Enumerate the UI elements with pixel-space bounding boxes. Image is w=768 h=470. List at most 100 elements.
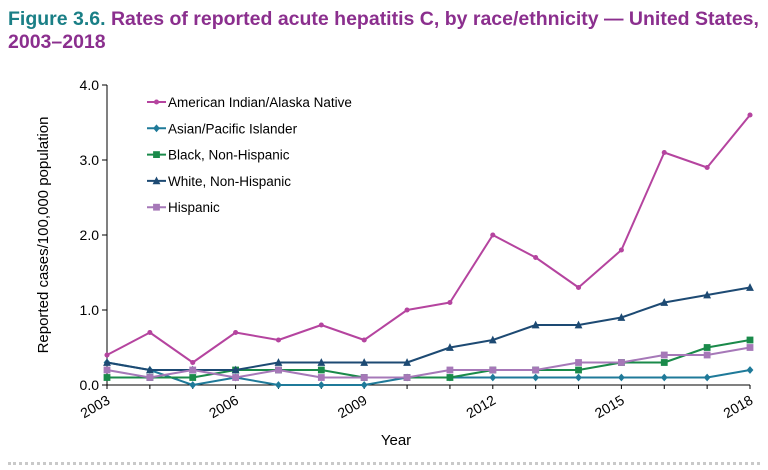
x-axis-label: Year <box>381 432 411 449</box>
data-point <box>661 149 667 156</box>
data-point <box>189 381 197 389</box>
data-point <box>660 298 669 306</box>
series-4 <box>103 344 754 381</box>
data-point <box>446 343 454 351</box>
y-axis-label: Reported cases/100,000 population <box>35 117 52 354</box>
data-point <box>746 366 754 374</box>
data-point <box>746 336 754 344</box>
x-tick-label: 2009 <box>335 392 370 422</box>
data-point <box>703 373 711 382</box>
legend-swatch-marker <box>153 99 160 105</box>
x-tick-label: 2018 <box>721 392 756 422</box>
legend-item-4: Hispanic <box>147 200 220 215</box>
y-tick-label: 1.0 <box>80 302 100 318</box>
data-point <box>103 366 111 374</box>
legend-label: Asian/Pacific Islander <box>168 121 298 136</box>
y-ticks: 0.0 1.0 2.0 3.0 4.0 <box>80 77 107 393</box>
figure-label: Figure 3.6. <box>8 8 106 30</box>
data-point <box>146 374 154 381</box>
legend-item-2: Black, Non-Hispanic <box>147 148 290 163</box>
data-point <box>317 374 325 381</box>
data-point <box>703 290 712 299</box>
data-point <box>360 358 369 366</box>
data-point <box>531 320 540 329</box>
data-point <box>317 366 325 374</box>
data-point <box>104 352 110 358</box>
data-point <box>575 359 582 366</box>
legend-label: White, Non-Hispanic <box>168 174 291 189</box>
data-point <box>360 374 368 381</box>
x-tick-label: 2003 <box>78 392 113 422</box>
legend-item-1: Asian/Pacific Islander <box>147 121 298 136</box>
y-tick-label: 3.0 <box>80 152 100 168</box>
data-point <box>403 374 411 381</box>
legend-label: Hispanic <box>168 200 220 215</box>
data-point <box>575 366 582 374</box>
data-point <box>403 358 411 366</box>
series-line-4 <box>106 346 751 379</box>
data-point <box>533 254 539 261</box>
bottom-dotted-rule <box>8 462 760 465</box>
x-tick-label: 2006 <box>206 392 241 422</box>
data-point <box>489 366 497 374</box>
series-line-3 <box>106 286 751 371</box>
data-point <box>703 344 711 351</box>
data-point <box>190 359 196 366</box>
y-tick-label: 4.0 <box>80 77 100 93</box>
data-point <box>103 374 111 381</box>
data-point <box>446 374 454 381</box>
figure-title-text: Rates of reported acute hepatitis C, by … <box>8 8 759 53</box>
x-tick-label: 2012 <box>463 392 498 422</box>
legend-label: Black, Non-Hispanic <box>168 148 290 163</box>
data-point <box>189 374 197 381</box>
data-point <box>404 307 410 313</box>
data-point <box>746 344 754 351</box>
data-point <box>317 381 325 389</box>
legend-swatch-marker <box>153 203 160 211</box>
data-point <box>275 337 282 343</box>
data-point <box>275 366 282 374</box>
x-ticks: 2003 2006 2009 2012 2015 2018 <box>78 385 756 421</box>
data-point <box>189 366 197 374</box>
series-3 <box>103 283 754 374</box>
data-point <box>232 374 239 381</box>
legend-item-3: White, Non-Hispanic <box>147 174 291 189</box>
data-point <box>532 366 540 374</box>
y-tick-label: 0.0 <box>80 377 100 393</box>
data-point <box>618 373 625 382</box>
data-point <box>147 329 153 336</box>
legend-label: American Indian/Alaska Native <box>168 95 352 110</box>
legend-swatch-marker <box>153 124 160 133</box>
data-point <box>490 232 496 238</box>
data-point <box>703 351 711 359</box>
legend: American Indian/Alaska Native Asian/Pacif… <box>147 95 352 215</box>
data-point <box>274 358 283 366</box>
y-tick-label: 2.0 <box>80 227 100 243</box>
data-point <box>704 164 710 171</box>
data-point <box>747 112 753 118</box>
series-0 <box>104 112 753 366</box>
data-point <box>488 335 497 344</box>
data-point <box>103 358 111 366</box>
data-point <box>618 359 625 366</box>
legend-swatch-marker <box>152 176 161 185</box>
data-point <box>360 381 368 389</box>
series-layer <box>103 112 754 389</box>
legend-item-0: American Indian/Alaska Native <box>147 95 352 110</box>
data-point <box>233 329 239 336</box>
data-point <box>446 366 454 374</box>
data-point <box>532 373 540 382</box>
data-point <box>231 365 240 374</box>
x-tick-label: 2015 <box>592 392 627 422</box>
data-point <box>447 299 453 306</box>
data-point <box>660 373 668 382</box>
legend-swatch-marker <box>153 151 160 158</box>
data-point <box>489 373 497 382</box>
data-point <box>145 365 154 374</box>
data-point <box>660 351 668 359</box>
data-point <box>275 381 282 389</box>
data-point <box>618 247 624 253</box>
data-point <box>574 320 583 329</box>
data-point <box>361 337 367 343</box>
